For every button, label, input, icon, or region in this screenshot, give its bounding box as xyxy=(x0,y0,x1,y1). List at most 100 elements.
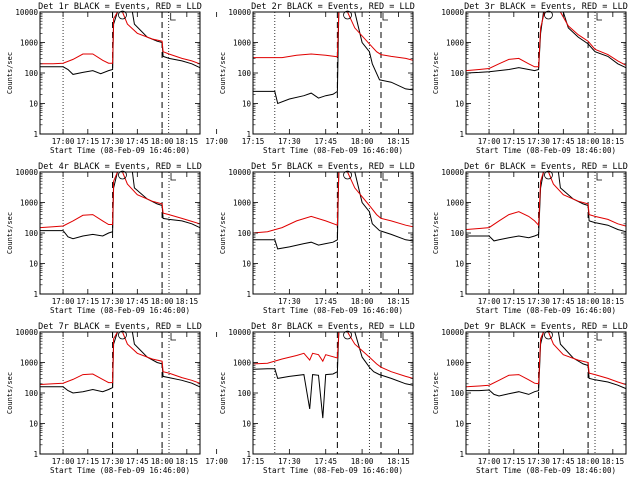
y-tick-label: 10000 xyxy=(228,328,251,337)
plot-frame xyxy=(465,331,627,455)
plot-area xyxy=(466,172,626,294)
x-tick-label: 18:00 xyxy=(577,137,600,146)
x-axis-label: Start Time (08-Feb-09 16:46:00) xyxy=(263,306,403,315)
panel-4: Det 4r BLACK = Events, RED = LLD 1 10 100 10… xyxy=(6,162,202,315)
y-tick-label: 10 xyxy=(242,100,252,109)
y-tick-label: 100 xyxy=(237,69,251,78)
plot-area xyxy=(40,172,200,294)
x-tick-label: 17:30 xyxy=(527,457,550,466)
plot-frame xyxy=(39,171,201,295)
plot-area xyxy=(40,12,200,134)
chart-title: Det 8r BLACK = Events, RED = LLD xyxy=(251,322,415,332)
y-axis-label: Counts/sec xyxy=(432,212,440,254)
x-tick-label: 18:15 xyxy=(387,457,410,466)
x-tick-label: 17:15 xyxy=(242,137,265,146)
y-axis-label: Counts/sec xyxy=(219,372,227,414)
chart-title: Det 4r BLACK = Events, RED = LLD xyxy=(38,162,202,172)
y-tick-label: 10 xyxy=(455,420,465,429)
x-tick-label: 17:00 xyxy=(478,457,501,466)
y-tick-label: 1 xyxy=(459,130,464,139)
plot-area xyxy=(40,332,200,454)
marker-circle xyxy=(118,170,127,180)
x-tick-label: 18:00 xyxy=(351,297,374,306)
series-line-events xyxy=(40,172,200,240)
x-tick-label: 17:15 xyxy=(503,297,526,306)
panel-1: Det 1r BLACK = Events, RED = LLD 1 10 100 10… xyxy=(6,2,202,155)
x-tick-label: 17:00 xyxy=(478,137,501,146)
series-line-events xyxy=(466,12,626,74)
y-tick-label: 1000 xyxy=(446,39,465,48)
y-tick-label: 100 xyxy=(24,389,38,398)
x-axis-label: Start Time (08-Feb-09 16:46:00) xyxy=(50,466,190,475)
series-line-lld xyxy=(40,172,200,229)
x-tick-label: 18:15 xyxy=(387,297,410,306)
marker-circle xyxy=(544,330,553,340)
y-tick-label: 10000 xyxy=(441,168,464,177)
y-tick-label: 10 xyxy=(455,100,465,109)
x-tick-label: 18:00 xyxy=(151,297,174,306)
y-axis-label: Counts/sec xyxy=(6,212,14,254)
y-tick-label: 100 xyxy=(450,389,464,398)
plot-area xyxy=(253,332,413,454)
x-axis-label: Start Time (08-Feb-09 16:46:00) xyxy=(263,146,403,155)
series-line-events xyxy=(253,12,413,105)
series-line-lld xyxy=(40,12,200,65)
y-tick-label: 1000 xyxy=(20,39,39,48)
series-line-events xyxy=(466,332,626,397)
x-tick-label: 17:45 xyxy=(126,457,149,466)
y-tick-label: 100 xyxy=(237,229,251,238)
panel-3: Det 3r BLACK = Events, RED = LLD 1 10 100 10… xyxy=(432,2,628,155)
x-tick-label: 17:15 xyxy=(242,457,265,466)
x-tick-label: 17:00 xyxy=(205,457,228,466)
y-tick-label: 10 xyxy=(29,100,39,109)
x-tick-label: 17:30 xyxy=(278,137,301,146)
panel-7: Det 7r BLACK = Events, RED = LLD 1 10 100 10… xyxy=(6,322,202,475)
x-axis-label: Start Time (08-Feb-09 16:46:00) xyxy=(50,146,190,155)
plot-frame xyxy=(252,11,414,135)
y-axis-label: Counts/sec xyxy=(219,52,227,94)
y-tick-label: 1 xyxy=(246,290,251,299)
x-tick-label: 17:30 xyxy=(278,457,301,466)
marker-l xyxy=(596,333,603,341)
chart-title: Det 5r BLACK = Events, RED = LLD xyxy=(251,162,415,172)
plot-frame xyxy=(465,171,627,295)
y-tick-label: 1000 xyxy=(446,359,465,368)
panel-5: Det 5r BLACK = Events, RED = LLD 1 10 100 10… xyxy=(219,162,415,315)
y-axis-label: Counts/sec xyxy=(432,52,440,94)
marker-l xyxy=(596,173,603,181)
y-axis-label: Counts/sec xyxy=(219,212,227,254)
panel-6: Det 6r BLACK = Events, RED = LLD 1 10 100 10… xyxy=(432,162,628,315)
marker-circle xyxy=(118,330,127,340)
x-axis-label: Start Time (08-Feb-09 16:46:00) xyxy=(50,306,190,315)
chart-title: Det 9r BLACK = Events, RED = LLD xyxy=(464,322,628,332)
series-line-events xyxy=(253,172,413,250)
x-axis-label: Start Time (08-Feb-09 18:46:00) xyxy=(476,466,616,475)
series-line-lld xyxy=(253,332,413,379)
y-tick-label: 10 xyxy=(29,420,39,429)
y-tick-label: 10000 xyxy=(441,328,464,337)
series-line-lld xyxy=(466,12,626,72)
y-tick-label: 100 xyxy=(24,229,38,238)
x-axis-label: Start Time (08-Feb-09 18:46:00) xyxy=(476,146,616,155)
x-tick-label: 18:15 xyxy=(176,297,199,306)
panel-2: Det 2r BLACK = Events, RED = LLD 1 10 100 10… xyxy=(205,2,415,155)
x-tick-label: 17:00 xyxy=(478,297,501,306)
panel-8: Det 8r BLACK = Events, RED = LLD 1 10 100 10… xyxy=(205,322,415,475)
x-tick-label: 17:00 xyxy=(52,457,75,466)
y-tick-label: 100 xyxy=(24,69,38,78)
x-tick-label: 17:30 xyxy=(527,137,550,146)
y-tick-label: 1000 xyxy=(446,199,465,208)
x-tick-label: 17:45 xyxy=(126,297,149,306)
y-tick-label: 1000 xyxy=(233,199,252,208)
y-tick-label: 100 xyxy=(237,389,251,398)
y-tick-label: 1 xyxy=(459,450,464,459)
marker-circle xyxy=(118,10,127,20)
y-tick-label: 10000 xyxy=(15,168,38,177)
x-tick-label: 17:45 xyxy=(314,297,337,306)
x-tick-label: 17:45 xyxy=(314,137,337,146)
plot-frame xyxy=(465,11,627,135)
x-tick-label: 17:15 xyxy=(77,137,100,146)
y-axis-label: Counts/sec xyxy=(6,372,14,414)
marker-circle xyxy=(343,10,352,20)
